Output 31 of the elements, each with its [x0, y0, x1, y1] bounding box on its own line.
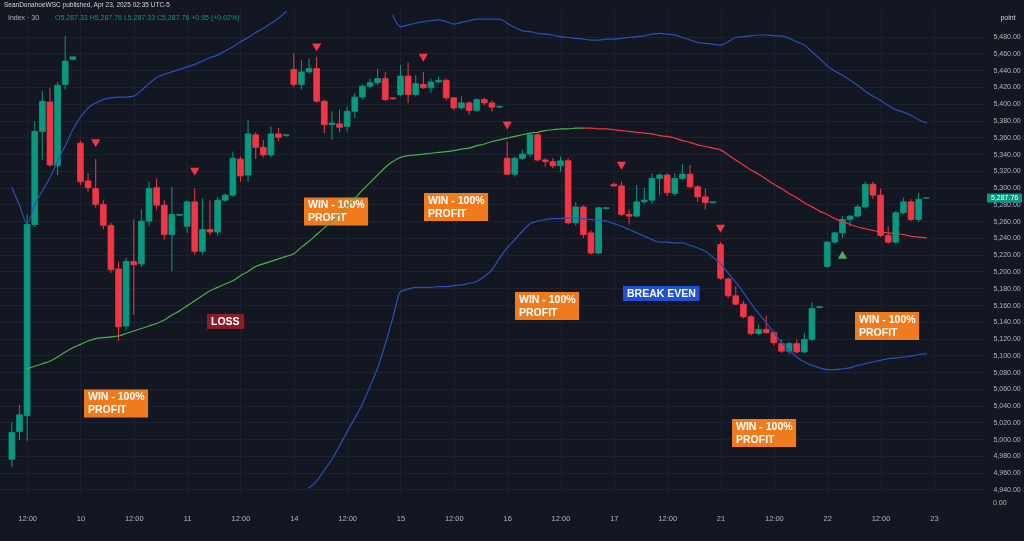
candlestick — [907, 198, 915, 222]
candlestick — [709, 201, 717, 205]
annotation: BREAK EVEN — [627, 286, 696, 299]
candlestick — [663, 172, 671, 197]
point — [616, 161, 627, 170]
annotation: WIN - 100% PROFIT — [736, 419, 794, 445]
point — [837, 250, 848, 259]
candlestick — [130, 218, 138, 316]
annotation: WIN - 100% PROFIT — [88, 390, 146, 415]
candlestick — [404, 62, 412, 104]
annotation: WIN - 100% PROFIT — [859, 312, 917, 338]
candlestick — [61, 35, 69, 90]
annotation: WIN - 100% PROFIT — [519, 292, 577, 318]
point — [190, 167, 200, 176]
candlestick — [503, 140, 511, 176]
candlestick — [336, 109, 343, 133]
candlestick — [290, 52, 298, 88]
line-series — [26, 127, 584, 370]
annotation: WIN - 100% PROFIT — [428, 193, 486, 219]
candlestick — [199, 198, 206, 256]
candlestick — [206, 199, 214, 236]
candlestick — [572, 201, 580, 226]
candlestick — [328, 110, 336, 141]
candlestick — [267, 125, 275, 158]
candlestick — [397, 64, 404, 97]
point — [715, 224, 726, 233]
annotation: LOSS — [211, 314, 240, 327]
point — [91, 139, 101, 148]
candlestick — [412, 74, 420, 97]
candlestick — [237, 156, 244, 183]
candlestick — [915, 192, 922, 223]
